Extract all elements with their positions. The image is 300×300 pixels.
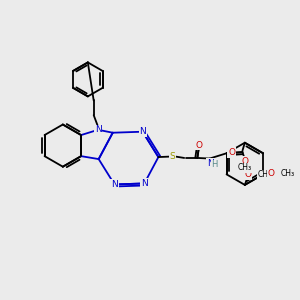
Text: O: O (268, 169, 274, 178)
Text: H: H (211, 160, 218, 169)
Text: O: O (244, 170, 251, 179)
Text: O: O (241, 157, 248, 166)
Text: CH₃: CH₃ (281, 169, 295, 178)
Text: CH₃: CH₃ (238, 164, 252, 172)
Text: N: N (95, 125, 101, 134)
Text: N: N (111, 180, 118, 189)
Text: N: N (207, 159, 214, 168)
Text: O: O (195, 141, 202, 150)
Text: N: N (141, 179, 148, 188)
Text: O: O (228, 148, 235, 157)
Text: N: N (139, 127, 146, 136)
Text: S: S (169, 152, 175, 161)
Text: CH₃: CH₃ (257, 170, 272, 179)
